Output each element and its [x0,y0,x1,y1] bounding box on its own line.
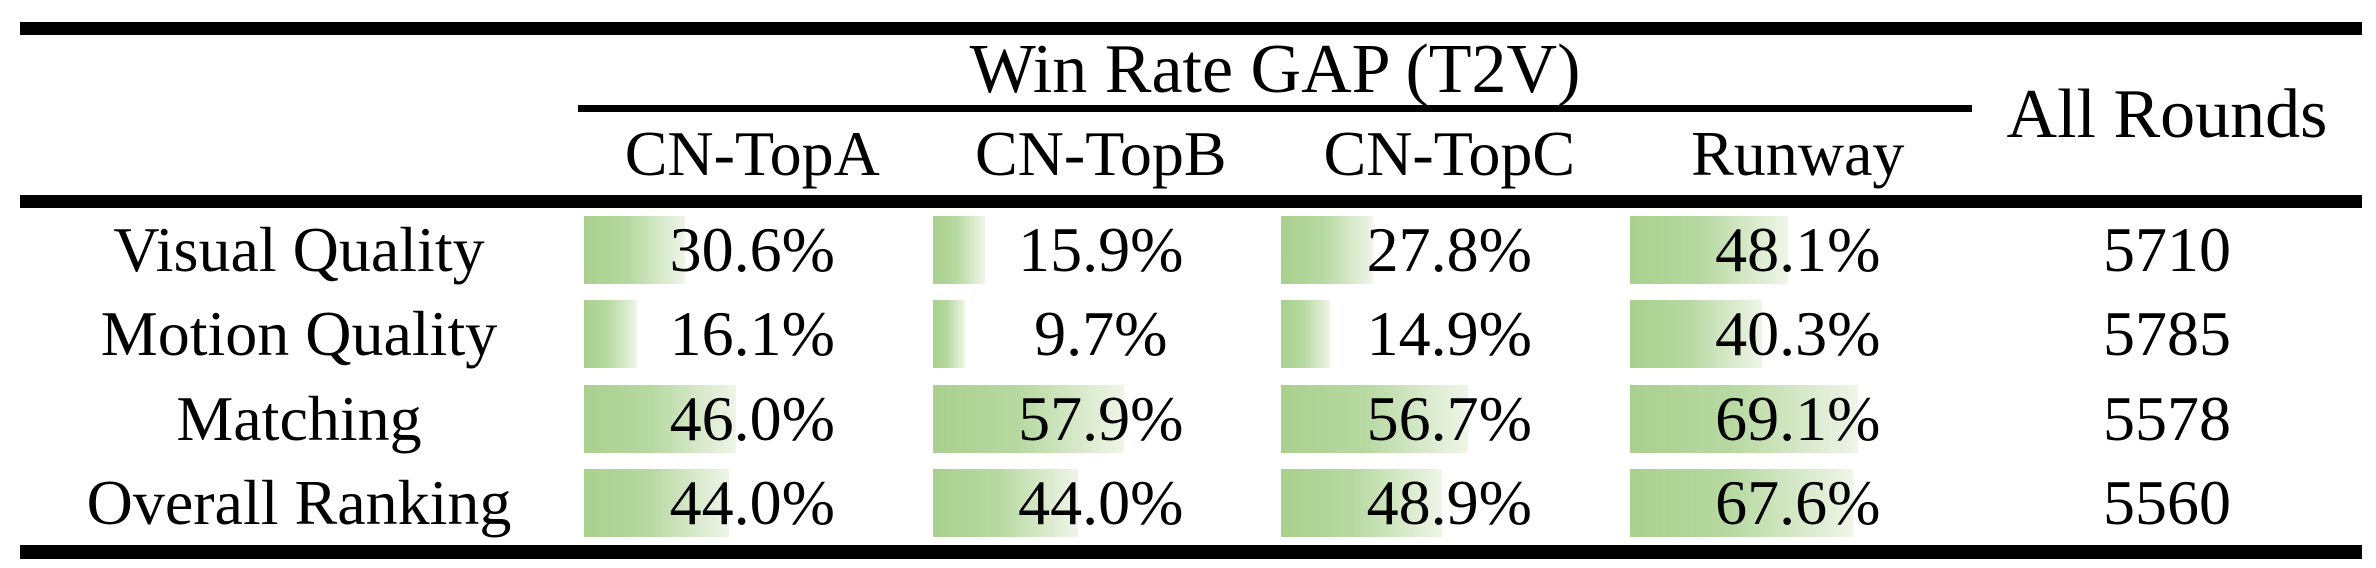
table-header: Win Rate GAP (T2V) CN-TopA CN-TopB CN-To… [20,35,2362,195]
column-header-cn-topa: CN-TopA [624,117,880,189]
win-rate-bar [1281,468,1443,537]
win-rate-bar [1281,216,1373,285]
win-rate-value: 40.3% [1715,298,1881,370]
win-rate-value: 30.6% [669,214,835,286]
win-rate-value: 9.7% [1034,298,1168,370]
column-header-cn-topc: CN-TopC [1323,117,1576,189]
win-rate-value: 48.9% [1366,466,1532,538]
win-rate-bar [584,468,730,537]
column-header-all-rounds: All Rounds [2006,76,2328,153]
all-rounds-value: 5785 [2103,298,2231,370]
win-rate-value: 56.7% [1366,382,1532,454]
win-rate-cell: 16.1% [578,292,927,376]
win-rate-gap-table: Win Rate GAP (T2V) CN-TopA CN-TopB CN-To… [20,0,2362,559]
win-rate-bar [1629,216,1789,285]
win-rate-value: 16.1% [669,298,835,370]
win-rate-value: 48.1% [1715,214,1881,286]
table-row: Motion Quality 16.1% 9.7% 14.9% 40.3% 5785 [20,292,2362,376]
header-empty-cell [20,35,578,195]
win-rate-value: 67.6% [1715,466,1881,538]
row-label: Matching [176,382,422,454]
win-rate-bar [1281,384,1469,453]
group-title: Win Rate GAP (T2V) [969,31,1581,108]
win-rate-cell: 56.7% [1275,377,1624,461]
win-rate-cell: 46.0% [578,377,927,461]
column-headers: CN-TopA CN-TopB CN-TopC Runway [578,112,1972,195]
win-rate-cell: 44.0% [927,461,1276,545]
win-rate-value: 15.9% [1018,214,1184,286]
win-rate-value: 27.8% [1366,214,1532,286]
win-rate-cell: 67.6% [1624,461,1973,545]
win-rate-value: 44.0% [669,466,835,538]
all-rounds-value: 5560 [2103,466,2231,538]
row-label: Motion Quality [100,298,498,370]
table-bottom-border [20,545,2362,559]
table-row: Matching 46.0% 57.9% 56.7% 69.1% 5578 [20,377,2362,461]
win-rate-cell: 9.7% [927,292,1276,376]
all-rounds-value: 5710 [2103,214,2231,286]
row-label: Visual Quality [113,214,485,286]
win-rate-bar [932,468,1078,537]
win-rate-bar [1629,384,1858,453]
win-rate-value: 69.1% [1715,382,1881,454]
win-rate-cell: 57.9% [927,377,1276,461]
all-rounds-value: 5578 [2103,382,2231,454]
win-rate-bar [584,216,685,285]
win-rate-bar [1281,300,1331,369]
table-body: Visual Quality 30.6% 15.9% 27.8% 48.1% 5710 Mo… [20,208,2362,545]
win-rate-cell: 69.1% [1624,377,1973,461]
win-rate-cell: 30.6% [578,208,927,292]
win-rate-bar [1629,300,1763,369]
table-row: Overall Ranking 44.0% 44.0% 48.9% 67.6% 5560 [20,461,2362,545]
win-rate-gap-group: Win Rate GAP (T2V) CN-TopA CN-TopB CN-To… [578,35,1972,195]
win-rate-bar [932,384,1124,453]
table-top-border [20,22,2362,35]
row-label: Overall Ranking [86,466,512,538]
win-rate-bar [932,300,965,369]
win-rate-value: 44.0% [1018,466,1184,538]
table-row: Visual Quality 30.6% 15.9% 27.8% 48.1% 5710 [20,208,2362,292]
column-header-runway: Runway [1691,117,1905,189]
win-rate-cell: 40.3% [1624,292,1973,376]
group-underline [578,105,1972,112]
win-rate-cell: 48.1% [1624,208,1973,292]
column-header-cn-topb: CN-TopB [974,117,1227,189]
win-rate-cell: 44.0% [578,461,927,545]
header-body-divider [20,195,2362,208]
win-rate-bar [584,300,638,369]
win-rate-cell: 14.9% [1275,292,1624,376]
win-rate-cell: 15.9% [927,208,1276,292]
win-rate-bar [584,384,736,453]
win-rate-bar [1629,468,1853,537]
win-rate-value: 57.9% [1018,382,1184,454]
win-rate-value: 14.9% [1366,298,1532,370]
win-rate-value: 46.0% [669,382,835,454]
win-rate-cell: 48.9% [1275,461,1624,545]
win-rate-bar [932,216,985,285]
win-rate-cell: 27.8% [1275,208,1624,292]
